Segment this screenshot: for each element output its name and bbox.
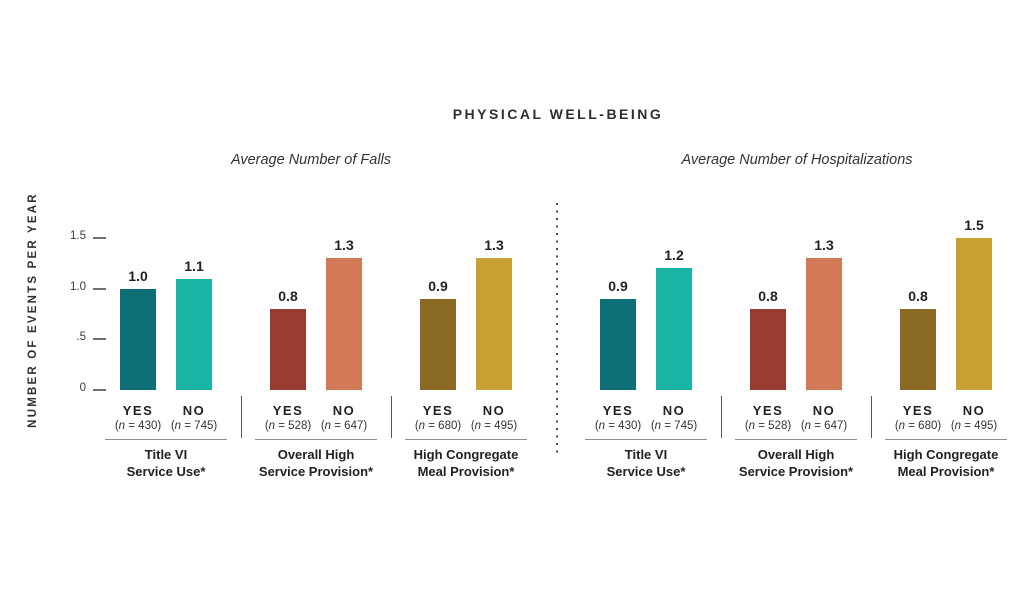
bar-value-label: 0.8 xyxy=(758,288,778,304)
bar xyxy=(476,258,512,390)
n-count-label: (n = 430) xyxy=(114,420,162,432)
yes-no-label: NO xyxy=(332,403,356,418)
panel-subtitle: Average Number of Falls xyxy=(230,152,392,168)
n-count-label: (n = 528) xyxy=(744,420,792,432)
bar xyxy=(420,299,456,390)
group-underline xyxy=(405,439,527,440)
y-tick-dash xyxy=(93,338,106,341)
bar xyxy=(270,309,306,390)
bar-group: 0.8 YES (n = 528) 1.3 NO (n = 647) Overall Hig… xyxy=(241,220,391,490)
group-underline xyxy=(735,439,857,440)
bar xyxy=(806,258,842,390)
bar-value-label: 1.3 xyxy=(814,237,834,253)
bar-value-label: 0.8 xyxy=(908,288,928,304)
group-name-label: Overall High Service Provision* xyxy=(738,447,854,479)
yes-no-label: NO xyxy=(182,403,206,418)
bar xyxy=(750,309,786,390)
group-underline xyxy=(105,439,227,440)
bar-value-label: 0.9 xyxy=(428,278,448,294)
n-count-label: (n = 647) xyxy=(320,420,368,432)
bar-group: 1.0 YES (n = 430) 1.1 NO (n = 745) Title VI Ser… xyxy=(91,220,241,490)
bar-value-label: 1.3 xyxy=(334,237,354,253)
group-name-label: Overall High Service Provision* xyxy=(258,447,374,479)
y-tick-dash xyxy=(93,237,106,239)
yes-no-label: YES xyxy=(122,403,154,418)
n-count-label: (n = 430) xyxy=(594,420,642,432)
yes-no-label: YES xyxy=(902,403,934,418)
yes-no-label: YES xyxy=(272,403,304,418)
bar-value-label: 1.5 xyxy=(964,217,984,233)
yes-no-label: YES xyxy=(752,403,784,418)
bar-value-label: 1.2 xyxy=(664,247,684,263)
n-count-label: (n = 495) xyxy=(470,420,518,432)
group-separator-line xyxy=(721,396,722,438)
bar-value-label: 0.9 xyxy=(608,278,628,294)
bar-group: 0.8 YES (n = 680) 1.5 NO (n = 495) High Congre… xyxy=(871,217,1021,490)
n-count-label: (n = 647) xyxy=(800,420,848,432)
n-count-label: (n = 680) xyxy=(414,420,462,432)
y-tick-dash xyxy=(93,287,106,290)
bar-value-label: 1.3 xyxy=(484,237,504,253)
group-name-label: Title VI Service Use* xyxy=(126,447,206,479)
yes-no-label: NO xyxy=(662,403,686,418)
y-tick-dash xyxy=(93,389,106,391)
group-underline xyxy=(255,439,377,440)
n-count-label: (n = 495) xyxy=(950,420,998,432)
y-tick-label: 1.0 xyxy=(70,280,86,293)
bar-value-label: 1.0 xyxy=(128,268,148,284)
y-tick-label: 0 xyxy=(79,382,86,394)
group-separator-line xyxy=(241,396,242,438)
bar xyxy=(956,238,992,390)
bar xyxy=(120,289,156,390)
panel-subtitle: Average Number of Hospitalizations xyxy=(681,152,913,168)
yes-no-label: NO xyxy=(482,403,506,418)
group-underline xyxy=(885,439,1007,440)
bar-group: 0.9 YES (n = 430) 1.2 NO (n = 745) Title VI Ser… xyxy=(571,220,721,490)
panel-divider-dotted-line xyxy=(556,203,558,455)
yes-no-label: NO xyxy=(962,403,986,418)
bar-group: 0.9 YES (n = 680) 1.3 NO (n = 495) High Congre… xyxy=(391,220,541,490)
bar xyxy=(326,258,362,390)
group-underline xyxy=(585,439,707,440)
bar-group: 0.8 YES (n = 528) 1.3 NO (n = 647) Overall Hig… xyxy=(721,220,871,490)
group-name-label: Title VI Service Use* xyxy=(606,447,686,479)
yes-no-label: YES xyxy=(422,403,454,418)
n-count-label: (n = 745) xyxy=(170,420,218,432)
group-separator-line xyxy=(871,396,872,438)
group-name-label: High Congregate Meal Provision* xyxy=(893,447,999,479)
y-tick-label: .5 xyxy=(76,331,86,344)
group-separator-line xyxy=(391,396,392,438)
bar xyxy=(600,299,636,390)
bar-value-label: 1.1 xyxy=(184,258,204,274)
figure-title: PHYSICAL WELL-BEING xyxy=(452,106,664,122)
y-tick-label: 1.5 xyxy=(70,230,86,242)
bar xyxy=(656,268,692,390)
yes-no-label: YES xyxy=(602,403,634,418)
bar xyxy=(900,309,936,390)
n-count-label: (n = 680) xyxy=(894,420,942,432)
n-count-label: (n = 745) xyxy=(650,420,698,432)
bar-value-label: 0.8 xyxy=(278,288,298,304)
bar xyxy=(176,279,212,390)
yes-no-label: NO xyxy=(812,403,836,418)
group-name-label: High Congregate Meal Provision* xyxy=(413,447,519,479)
n-count-label: (n = 528) xyxy=(264,420,312,432)
